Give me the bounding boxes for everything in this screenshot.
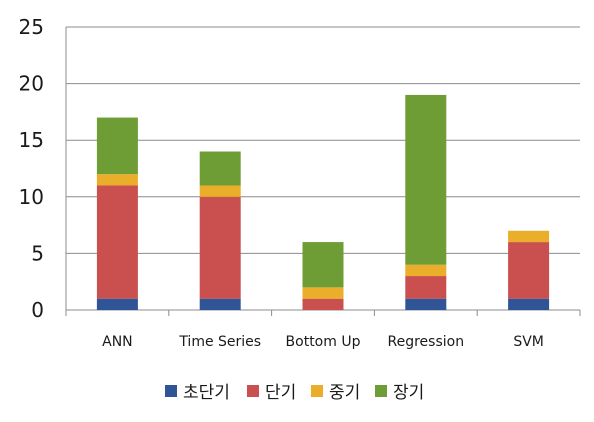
bar-segment	[508, 230, 550, 243]
x-tick-label: Bottom Up	[286, 334, 361, 350]
x-tick-label: ANN	[102, 334, 133, 350]
bar-segment	[508, 298, 550, 310]
legend-label: 중기	[329, 383, 360, 403]
grid-layer	[66, 26, 580, 254]
bar-segment	[96, 174, 138, 186]
legend-swatch	[311, 385, 323, 397]
bar-segment	[96, 117, 138, 175]
bar-segment	[96, 185, 138, 299]
bar-segment	[302, 287, 344, 299]
y-tick-label: 20	[19, 72, 44, 96]
legend-item: 중기	[311, 383, 360, 403]
x-tick-label: Regression	[388, 334, 465, 350]
bar-segment	[96, 298, 138, 310]
bar-segment	[405, 276, 447, 299]
bar-segment	[302, 298, 344, 310]
bar-segment	[199, 298, 241, 310]
x-tick-labels: ANN Time Series Bottom Up Regression SVM	[102, 334, 544, 350]
legend-label: 장기	[393, 383, 424, 403]
x-tick-label: SVM	[513, 334, 544, 350]
legend-label: 단기	[265, 383, 296, 403]
legend: 초단기 단기 중기 장기	[165, 383, 424, 403]
y-tick-label: 5	[31, 241, 44, 265]
legend-swatch	[165, 385, 177, 397]
legend-item: 장기	[375, 383, 424, 403]
bar-segment	[199, 196, 241, 299]
bars-layer	[96, 94, 550, 310]
y-tick-label: 0	[31, 298, 44, 322]
bar-segment	[405, 298, 447, 310]
bar-segment	[199, 185, 241, 197]
bar-segment	[405, 94, 447, 265]
y-tick-label: 15	[19, 128, 44, 152]
bar-segment	[302, 242, 344, 288]
bar-segment	[508, 242, 550, 299]
legend-item: 초단기	[165, 383, 230, 403]
y-tick-label: 25	[19, 15, 44, 39]
legend-swatch	[247, 385, 259, 397]
y-tick-labels: 0 5 10 15 20 25	[19, 15, 44, 322]
legend-item: 단기	[247, 383, 296, 403]
x-tick-label: Time Series	[178, 334, 261, 350]
y-tick-label: 10	[19, 185, 44, 209]
bar-segment	[405, 264, 447, 277]
legend-swatch	[375, 385, 387, 397]
legend-label: 초단기	[183, 383, 230, 403]
bar-segment	[199, 151, 241, 186]
